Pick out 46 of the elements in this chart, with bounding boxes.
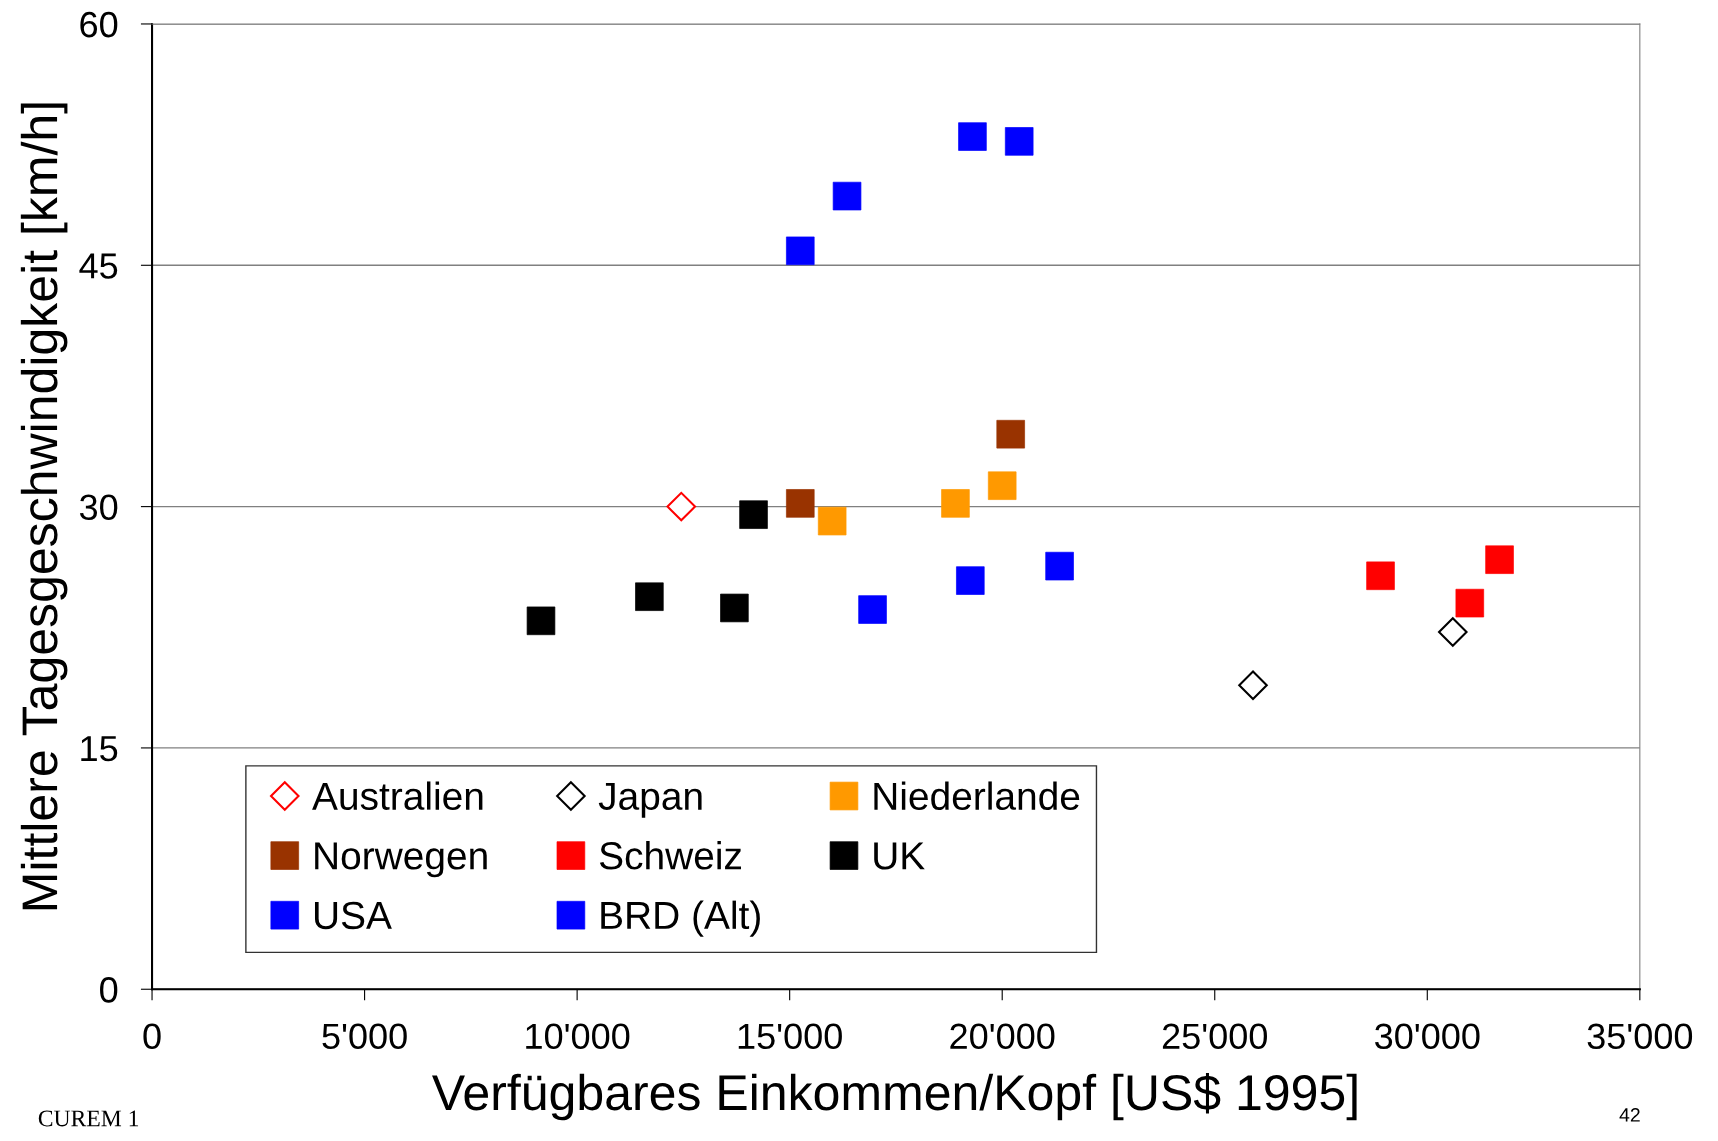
- point: [526, 606, 556, 636]
- point: [739, 500, 768, 529]
- x-axis-title: Verfügbares Einkommen/Kopf [US$ 1995]: [432, 1072, 1357, 1121]
- y-axis-title: Mittlere Tagesgeschwindigkeit [km/h]: [20, 103, 68, 910]
- x-tick-label: 30'000: [1375, 1023, 1480, 1050]
- point: [1366, 561, 1395, 591]
- point: [786, 489, 815, 518]
- x-tick-label: 35'000: [1587, 1023, 1693, 1050]
- y-tick-label: 60: [80, 11, 118, 38]
- point: [1485, 545, 1514, 574]
- x-tick-label: 25'000: [1162, 1023, 1267, 1050]
- text: CUREM 1: [38, 1110, 139, 1127]
- legend-label: UK: [874, 842, 925, 870]
- y-tick-label: 45: [79, 253, 118, 279]
- point: [1045, 551, 1074, 581]
- point: [1238, 670, 1268, 700]
- point: [956, 566, 985, 595]
- point: [958, 122, 987, 151]
- legend-label: Schweiz: [599, 841, 741, 870]
- legend-label: Japan: [598, 782, 702, 818]
- point: [786, 236, 815, 266]
- legend-label: Norwegen: [315, 842, 487, 878]
- legend-label: BRD (Alt): [601, 900, 760, 937]
- point: [635, 582, 664, 611]
- point: [1004, 127, 1034, 156]
- point: [996, 419, 1025, 449]
- y-tick-label: 15: [81, 736, 118, 762]
- legend-label: Niederlande: [874, 781, 1080, 811]
- text: 42: [1619, 1108, 1640, 1122]
- legend-label: USA: [314, 901, 392, 930]
- point: [817, 506, 847, 536]
- y-tick-label: 30: [79, 494, 118, 521]
- point: [858, 595, 887, 624]
- point: [1455, 588, 1485, 618]
- x-tick-label: 15'000: [738, 1023, 842, 1050]
- point: [941, 489, 970, 518]
- y-tick-label: 0: [100, 977, 118, 1003]
- x-tick-label: 5'000: [322, 1023, 407, 1050]
- x-tick-label: 10'000: [526, 1023, 630, 1050]
- point: [1438, 617, 1468, 647]
- point: [987, 471, 1017, 500]
- legend-label: Australien: [312, 781, 483, 811]
- x-tick-label: 20'000: [950, 1023, 1055, 1050]
- point: [666, 491, 697, 522]
- x-tick-label: 0: [143, 1023, 161, 1050]
- point: [720, 593, 749, 623]
